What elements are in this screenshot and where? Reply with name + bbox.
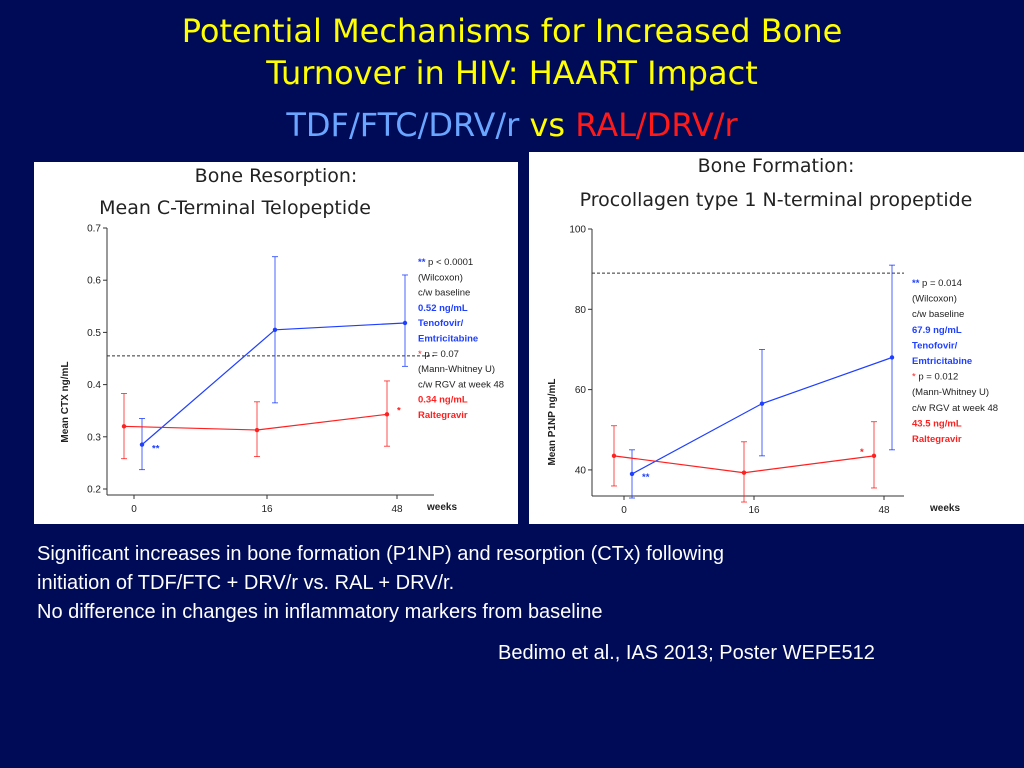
- data-point-tdf: [759, 401, 765, 406]
- annotation-text: (Wilcoxon): [912, 294, 957, 305]
- annotation-text: c/w RGV at week 48: [912, 403, 998, 414]
- data-point-tdf: [889, 355, 895, 360]
- significance-marker-ral: *: [397, 405, 401, 416]
- bone-resorption-chart: Bone Resorption: Mean C-Terminal Telopep…: [60, 165, 504, 516]
- x-axis-label: weeks: [929, 503, 960, 514]
- subtitle-tdf: TDF/FTC/DRV/r: [286, 106, 520, 144]
- annotation-text: Tenofovir/: [418, 318, 464, 329]
- chart-title-line2: Mean C-Terminal Telopeptide: [99, 197, 371, 219]
- bone-formation-chart: Bone Formation: Procollagen type 1 N-ter…: [547, 155, 998, 517]
- chart-title-line1: Bone Resorption:: [195, 165, 358, 187]
- significance-marker-ral: *: [860, 447, 864, 458]
- bone-resorption-chart-panel: Bone Resorption: Mean C-Terminal Telopep…: [34, 162, 518, 524]
- summary-line: initiation of TDF/FTC + DRV/r vs. RAL + …: [37, 572, 455, 594]
- y-tick-label: 40: [575, 465, 587, 476]
- y-axis-label: Mean P1NP ng/mL: [547, 378, 558, 465]
- annotation-text: * p = 0.07: [418, 349, 459, 360]
- y-tick-label: 0.5: [87, 328, 101, 339]
- slide-title-line2: Turnover in HIV: HAART Impact: [266, 54, 758, 92]
- annotation-text: * p = 0.012: [912, 372, 958, 383]
- series-line-tdf: [141, 322, 406, 446]
- subtitle-ral: RAL/DRV/r: [575, 106, 738, 144]
- x-tick-label: 48: [878, 505, 890, 516]
- annotation-text: ** p < 0.0001: [418, 257, 473, 268]
- annotation-inline-text: p = 0.012: [916, 372, 959, 383]
- summary-line: Significant increases in bone formation …: [37, 543, 724, 565]
- x-tick-label: 16: [748, 505, 760, 516]
- y-tick-label: 0.7: [87, 224, 101, 235]
- subtitle-vs: vs: [529, 106, 566, 144]
- x-tick-label: 16: [261, 504, 273, 515]
- data-point-ral: [254, 427, 260, 433]
- annotation-text: 0.52 ng/mL: [418, 303, 468, 314]
- annotation-text: ** p = 0.014: [912, 278, 962, 289]
- x-axis-label: weeks: [426, 502, 457, 513]
- annotation-text: Raltegravir: [912, 434, 962, 445]
- significance-marker-tdf: **: [152, 444, 160, 455]
- summary-line: No difference in changes in inflammatory…: [37, 601, 603, 623]
- plot-area: 0.20.30.40.50.60.70 16 48***** p < 0.0001(…: [87, 224, 504, 516]
- annotation-text: 0.34 ng/mL: [418, 395, 468, 406]
- annotation-text: Raltegravir: [418, 410, 468, 421]
- y-tick-label: 60: [575, 385, 587, 396]
- annotation-text: Emtricitabine: [912, 356, 972, 367]
- y-tick-label: 100: [569, 225, 586, 236]
- annotation-text: (Mann-Whitney U): [418, 364, 495, 375]
- y-tick-label: 0.4: [87, 380, 101, 391]
- data-point-ral: [741, 470, 747, 475]
- y-axis-label: Mean CTX ng/mL: [60, 361, 71, 442]
- annotation-text: c/w RGV at week 48: [418, 379, 504, 390]
- x-tick-label: 0: [621, 505, 627, 516]
- annotation-text: 67.9 ng/mL: [912, 325, 962, 336]
- x-tick-label: 48: [391, 504, 403, 515]
- y-tick-label: 0.6: [87, 276, 101, 287]
- data-point-ral: [121, 424, 127, 429]
- data-point-tdf: [402, 320, 408, 326]
- annotation-inline-text: p = 0.07: [422, 349, 459, 360]
- bone-formation-chart-panel: Bone Formation: Procollagen type 1 N-ter…: [529, 152, 1024, 524]
- series-line-ral: [123, 413, 388, 431]
- y-tick-label: 80: [575, 305, 587, 316]
- y-tick-label: 0.3: [87, 432, 101, 443]
- annotation-text: (Wilcoxon): [418, 272, 463, 283]
- annotation-text: 43.5 ng/mL: [912, 418, 962, 429]
- annotation-text: (Mann-Whitney U): [912, 387, 989, 398]
- data-point-tdf: [629, 471, 635, 477]
- significance-marker-tdf: **: [642, 472, 650, 483]
- annotation-inline-text: p < 0.0001: [425, 257, 473, 268]
- data-point-ral: [611, 453, 617, 459]
- data-point-ral: [871, 453, 877, 459]
- annotation-text: c/w baseline: [912, 309, 964, 320]
- chart-title-line2: Procollagen type 1 N-terminal propeptide: [580, 189, 973, 211]
- data-point-tdf: [139, 442, 145, 447]
- y-tick-label: 0.2: [87, 485, 101, 496]
- slide-title-line1: Potential Mechanisms for Increased Bone: [181, 12, 843, 50]
- annotation-inline-text: p = 0.014: [919, 278, 962, 289]
- annotation-text: c/w baseline: [418, 288, 470, 299]
- data-point-ral: [384, 412, 390, 417]
- chart-title-line1: Bone Formation:: [698, 155, 855, 177]
- annotation-text: Tenofovir/: [912, 340, 958, 351]
- slide-subtitle: TDF/FTC/DRV/r vs RAL/DRV/r: [0, 104, 1024, 146]
- x-tick-label: 0: [131, 504, 137, 515]
- data-point-tdf: [272, 327, 278, 332]
- annotation-text: Emtricitabine: [418, 334, 478, 345]
- summary-text: Significant increases in bone formation …: [37, 540, 997, 627]
- citation: Bedimo et al., IAS 2013; Poster WEPE512: [498, 642, 875, 664]
